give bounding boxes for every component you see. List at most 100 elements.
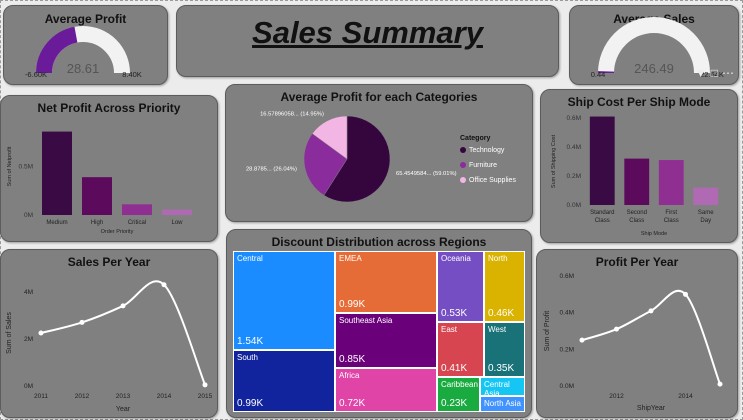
legend-swatch bbox=[460, 177, 466, 184]
average-profit-title: Average Profit bbox=[44, 12, 127, 26]
treemap-value: 0.23K bbox=[441, 398, 468, 409]
pie-data-label: 28.8785... (26.04%) bbox=[246, 166, 297, 172]
data-point bbox=[161, 282, 167, 288]
legend-label: Technology bbox=[469, 147, 505, 154]
sales-per-year-card[interactable]: Sales Per Year 0M 2M 4M 2011 2012 2013 2014 201… bbox=[0, 249, 218, 418]
profit-per-year-title: Profit Per Year bbox=[595, 255, 679, 269]
treemap-cell-central-asia[interactable]: Central Asia bbox=[480, 377, 525, 398]
treemap-label: Central bbox=[237, 254, 263, 263]
bar bbox=[658, 160, 684, 205]
y-tick-label: 0M bbox=[24, 212, 33, 219]
data-point bbox=[648, 308, 654, 314]
treemap-cell-central[interactable]: Central 1.54K bbox=[233, 251, 335, 350]
profit-per-year-card[interactable]: Profit Per Year 0.0M 0.2M 0.4M 0.6M 2012 2014… bbox=[536, 249, 738, 418]
x-tick-label: Low bbox=[171, 220, 183, 226]
x-tick-label: Same bbox=[698, 210, 714, 216]
treemap-cell-africa[interactable]: Africa 0.72K bbox=[335, 368, 437, 412]
avg-profit-categories-title: Average Profit for each Categories bbox=[280, 90, 478, 104]
pie-legend-item[interactable]: Office Supplies bbox=[460, 177, 516, 184]
net-profit-priority-chart: 0M 0.5M Medium High Critical Low Order Priorit… bbox=[7, 131, 192, 235]
ship-cost-title: Ship Cost Per Ship Mode bbox=[567, 95, 711, 109]
treemap-label: EMEA bbox=[339, 254, 362, 263]
series-line bbox=[581, 289, 721, 385]
treemap-cell-east[interactable]: East 0.41K bbox=[437, 322, 484, 377]
y-tick-label: 0.0M bbox=[567, 202, 581, 209]
treemap-value: 0.46K bbox=[488, 308, 515, 319]
discount-regions-title: Discount Distribution across Regions bbox=[271, 235, 487, 249]
average-profit-gauge: 28.61 -6.60K 8.40K bbox=[25, 26, 142, 79]
x-tick-label: Day bbox=[700, 218, 711, 224]
avg-profit-categories-chart: 65.4549584... (59.01%) 28.8785... (26.04%… bbox=[246, 112, 457, 203]
x-axis-title: Year bbox=[116, 406, 131, 413]
data-point bbox=[683, 291, 688, 297]
treemap-label: West bbox=[488, 325, 507, 334]
x-tick-label: Class bbox=[629, 218, 644, 224]
treemap-value: 1.54K bbox=[237, 336, 264, 347]
treemap-cell-south[interactable]: South 0.99K bbox=[233, 350, 335, 412]
treemap-value: 0.85K bbox=[339, 354, 366, 365]
net-profit-priority-card[interactable]: Net Profit Across Priority 0M 0.5M Medium H… bbox=[0, 95, 218, 242]
gauge-min-label: -6.60K bbox=[25, 70, 47, 79]
y-tick-label: 0.2M bbox=[567, 173, 581, 180]
y-tick-label: 2M bbox=[24, 336, 33, 343]
treemap-value: 0.41K bbox=[441, 363, 468, 374]
gauge-value: 28.61 bbox=[67, 61, 100, 76]
gauge-value: 246.49 bbox=[634, 61, 674, 76]
treemap-cell-caribbean[interactable]: Caribbean 0.23K bbox=[437, 377, 480, 412]
gauge-fill bbox=[36, 26, 78, 74]
more-options-icon[interactable]: ⋯ bbox=[722, 66, 734, 80]
y-tick-label: 0.6M bbox=[560, 273, 574, 280]
treemap-cell-emea[interactable]: EMEA 0.99K bbox=[335, 251, 437, 313]
gauge-min-label: 0.44 bbox=[591, 70, 606, 79]
treemap-cell-north-asia[interactable]: North Asia bbox=[480, 396, 525, 412]
treemap-label: North bbox=[488, 254, 508, 263]
bar bbox=[122, 204, 152, 215]
bar bbox=[162, 209, 192, 215]
data-point bbox=[120, 303, 126, 309]
treemap-value: 0.99K bbox=[339, 299, 366, 310]
avg-profit-categories-card[interactable]: Average Profit for each Categories 65.45… bbox=[225, 84, 533, 222]
bar bbox=[693, 187, 719, 205]
net-profit-priority-title: Net Profit Across Priority bbox=[37, 101, 181, 115]
x-tick-label: 2015 bbox=[198, 393, 213, 400]
focus-mode-icon[interactable]: □ bbox=[710, 66, 718, 80]
treemap-label: Oceania bbox=[441, 254, 471, 263]
y-tick-label: 0.4M bbox=[567, 144, 581, 151]
y-tick-label: 0.4M bbox=[560, 310, 574, 317]
pie-legend-item[interactable]: Furniture bbox=[460, 162, 497, 169]
title-card: Sales Summary bbox=[176, 5, 559, 77]
y-axis-title: Sum of Profit bbox=[544, 311, 551, 352]
bar bbox=[589, 116, 615, 205]
treemap-cell-southeast-asia[interactable]: Southeast Asia 0.85K bbox=[335, 313, 437, 368]
legend-label: Office Supplies bbox=[469, 177, 516, 184]
x-tick-label: Second bbox=[627, 210, 647, 216]
ship-cost-card[interactable]: Ship Cost Per Ship Mode 0.0M 0.2M 0.4M 0.6M… bbox=[540, 89, 738, 243]
y-tick-label: 0.0M bbox=[560, 383, 574, 390]
treemap-value: 0.35K bbox=[488, 363, 515, 374]
series-line bbox=[40, 280, 206, 386]
x-tick-label: 2012 bbox=[609, 393, 624, 400]
y-tick-label: 4M bbox=[24, 289, 33, 296]
y-tick-label: 0.5M bbox=[19, 164, 33, 171]
pie-legend-item[interactable]: Technology bbox=[460, 147, 504, 154]
treemap-label: East bbox=[441, 325, 458, 334]
average-profit-card[interactable]: Average Profit 28.61 -6.60K 8.40K bbox=[3, 5, 168, 85]
x-tick-label: High bbox=[91, 220, 103, 226]
pie-data-label: 16.57896058... (14.95%) bbox=[260, 112, 324, 118]
gauge-track bbox=[598, 17, 710, 74]
pie-slice bbox=[323, 115, 391, 203]
x-axis-title: ShipYear bbox=[637, 405, 666, 412]
ship-cost-chart: 0.0M 0.2M 0.4M 0.6M Standard Class Second Class… bbox=[551, 115, 719, 237]
treemap-cell-oceania[interactable]: Oceania 0.53K bbox=[437, 251, 484, 322]
x-tick-label: 2014 bbox=[678, 393, 693, 400]
data-point bbox=[614, 326, 619, 332]
treemap-cell-west[interactable]: West 0.35K bbox=[484, 322, 525, 377]
y-tick-label: 0.2M bbox=[560, 346, 574, 353]
discount-regions-card[interactable]: Discount Distribution across Regions Cen… bbox=[226, 229, 532, 418]
pie-slice bbox=[311, 115, 348, 160]
x-tick-label: 2011 bbox=[34, 393, 48, 400]
treemap-cell-north[interactable]: North 0.46K bbox=[484, 251, 525, 322]
y-tick-label: 0M bbox=[24, 383, 33, 390]
average-sales-card[interactable]: Average Sales 246.49 0.44 22.64K ▼ □ ⋯ bbox=[569, 5, 739, 85]
filter-icon[interactable]: ▼ bbox=[694, 66, 707, 80]
